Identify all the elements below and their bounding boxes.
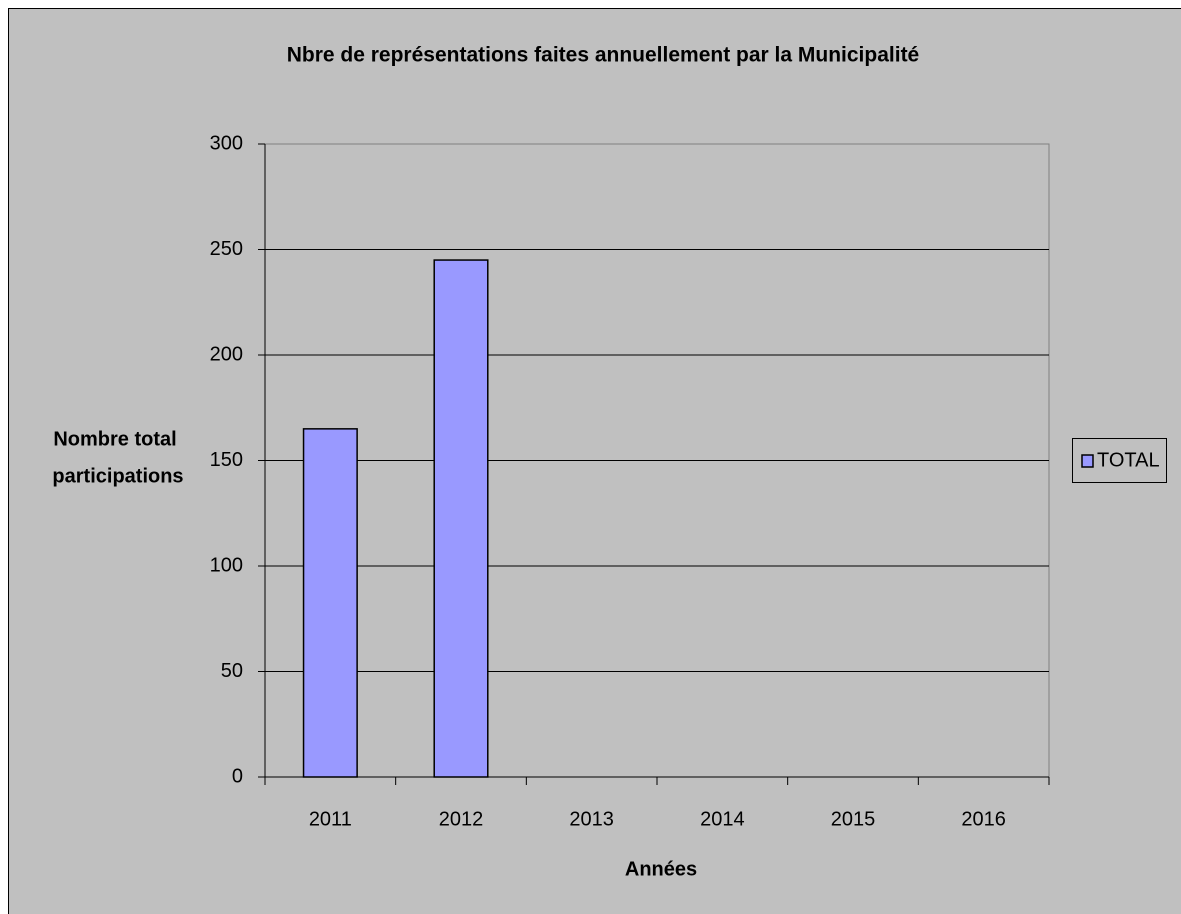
- y-axis-title: participations: [52, 465, 183, 487]
- y-tick-label: 100: [210, 554, 243, 576]
- y-tick-label: 150: [210, 449, 243, 471]
- x-tick-label: 2014: [700, 808, 745, 830]
- y-tick-label: 0: [232, 765, 243, 787]
- y-axis-title: Nombre total: [53, 428, 176, 450]
- bar: [433, 259, 489, 778]
- y-tick-label: 50: [221, 660, 243, 682]
- bar: [302, 428, 358, 778]
- y-tick-label: 300: [210, 132, 243, 154]
- x-tick-label: 2013: [569, 808, 614, 830]
- y-tick-label: 250: [210, 238, 243, 260]
- y-tick-label: 200: [210, 343, 243, 365]
- legend-marker: [1081, 454, 1094, 468]
- x-axis-title: Années: [625, 858, 697, 880]
- x-tick-label: 2016: [961, 808, 1006, 830]
- legend-label: TOTAL: [1097, 449, 1160, 471]
- chart-title: Nbre de représentations faites annuellem…: [287, 44, 920, 67]
- x-tick-label: 2012: [439, 808, 484, 830]
- x-tick-label: 2011: [309, 808, 352, 830]
- x-tick-label: 2015: [831, 808, 876, 830]
